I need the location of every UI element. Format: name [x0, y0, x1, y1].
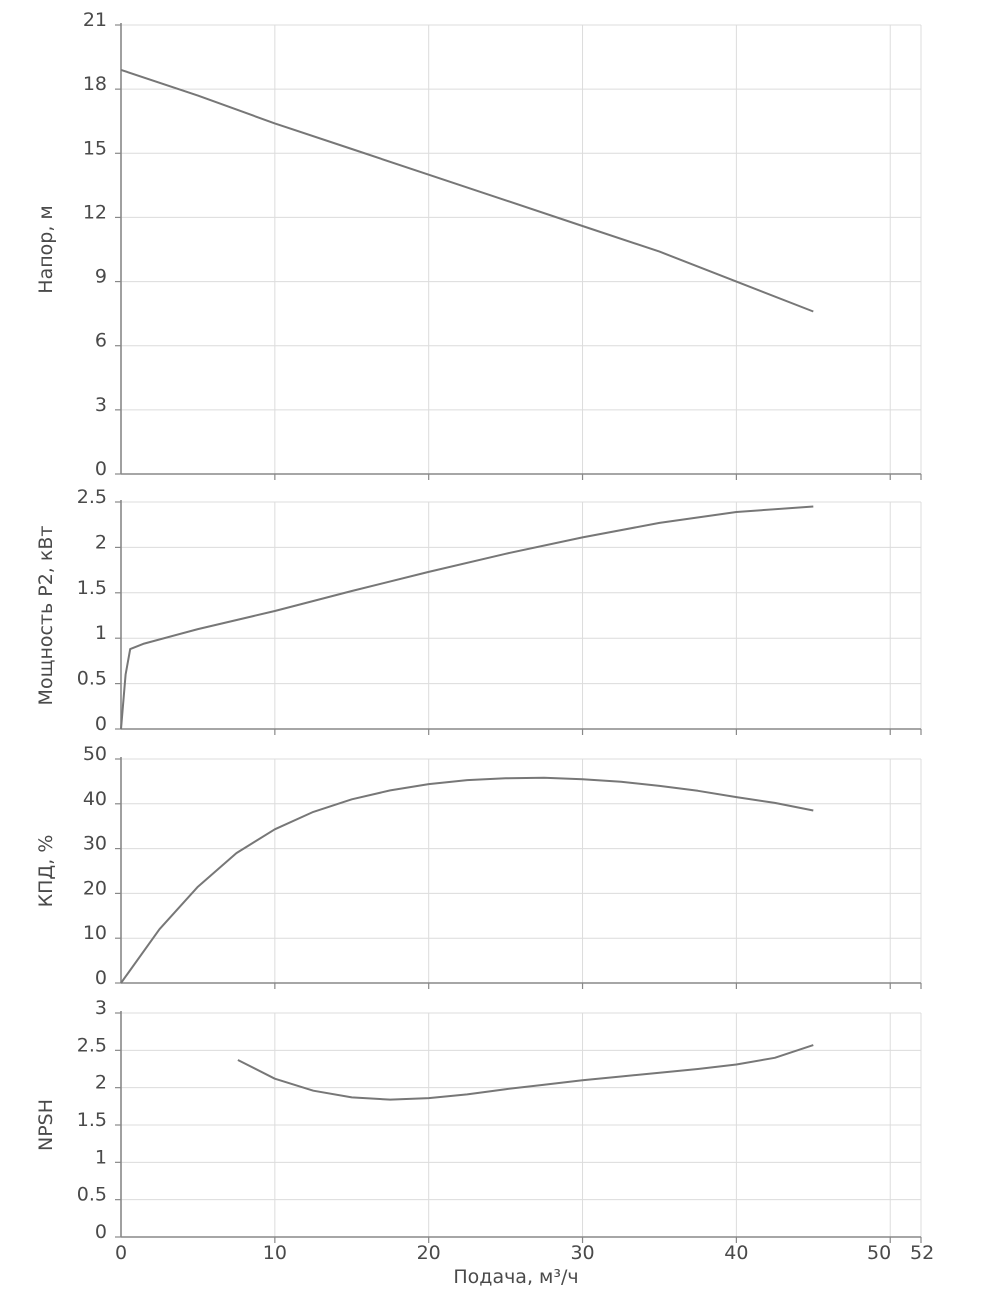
npsh-ytick-label: 0.5: [77, 1184, 107, 1206]
power-ytick-label: 1.5: [77, 577, 107, 599]
npsh-ytick-label: 1: [95, 1146, 107, 1168]
x-tick-label: 30: [570, 1242, 594, 1264]
head-ytick-label: 12: [83, 201, 107, 223]
x-axis-title: Подача, м³/ч: [453, 1266, 578, 1288]
efficiency-ytick-label: 30: [83, 833, 107, 855]
npsh-ytick-label: 2.5: [77, 1034, 107, 1056]
npsh-series-line: [237, 1044, 814, 1101]
power-ytick-label: 2.5: [77, 486, 107, 508]
power-ylabel: Мощность P2, кВт: [35, 526, 57, 706]
power-ytick-label: 0: [95, 713, 107, 735]
efficiency-ylabel: КПД, %: [35, 835, 57, 908]
head-ytick-label: 3: [95, 394, 107, 416]
power-ytick-label: 1: [95, 622, 107, 644]
npsh-ylabel: NPSH: [35, 1099, 57, 1151]
x-tick-label: 20: [417, 1242, 441, 1264]
npsh-ytick-label: 1.5: [77, 1109, 107, 1131]
head-ytick-label: 0: [95, 458, 107, 480]
head-ylabel: Напор, м: [35, 205, 57, 293]
efficiency-series-line: [120, 776, 814, 984]
efficiency-ytick-label: 40: [83, 788, 107, 810]
efficiency-ytick-label: 20: [83, 877, 107, 899]
x-tick-label: 10: [263, 1242, 287, 1264]
head-ytick-label: 9: [95, 266, 107, 288]
head-series-line: [120, 68, 814, 313]
npsh-ytick-label: 3: [95, 997, 107, 1019]
head-ytick-label: 15: [83, 137, 107, 159]
head-ytick-label: 21: [83, 9, 107, 31]
x-tick-label: 50: [867, 1242, 891, 1264]
power-ytick-label: 0.5: [77, 668, 107, 690]
head-ytick-label: 6: [95, 330, 107, 352]
power-ytick-label: 2: [95, 531, 107, 553]
npsh-ytick-label: 0: [95, 1221, 107, 1243]
x-tick-label: 52: [910, 1242, 934, 1264]
efficiency-ytick-label: 0: [95, 967, 107, 989]
x-tick-label: 40: [724, 1242, 748, 1264]
x-tick-label: 0: [115, 1242, 127, 1264]
efficiency-ytick-label: 10: [83, 922, 107, 944]
efficiency-ytick-label: 50: [83, 743, 107, 765]
power-series-line: [120, 505, 814, 730]
npsh-ytick-label: 2: [95, 1072, 107, 1094]
head-ytick-label: 18: [83, 73, 107, 95]
